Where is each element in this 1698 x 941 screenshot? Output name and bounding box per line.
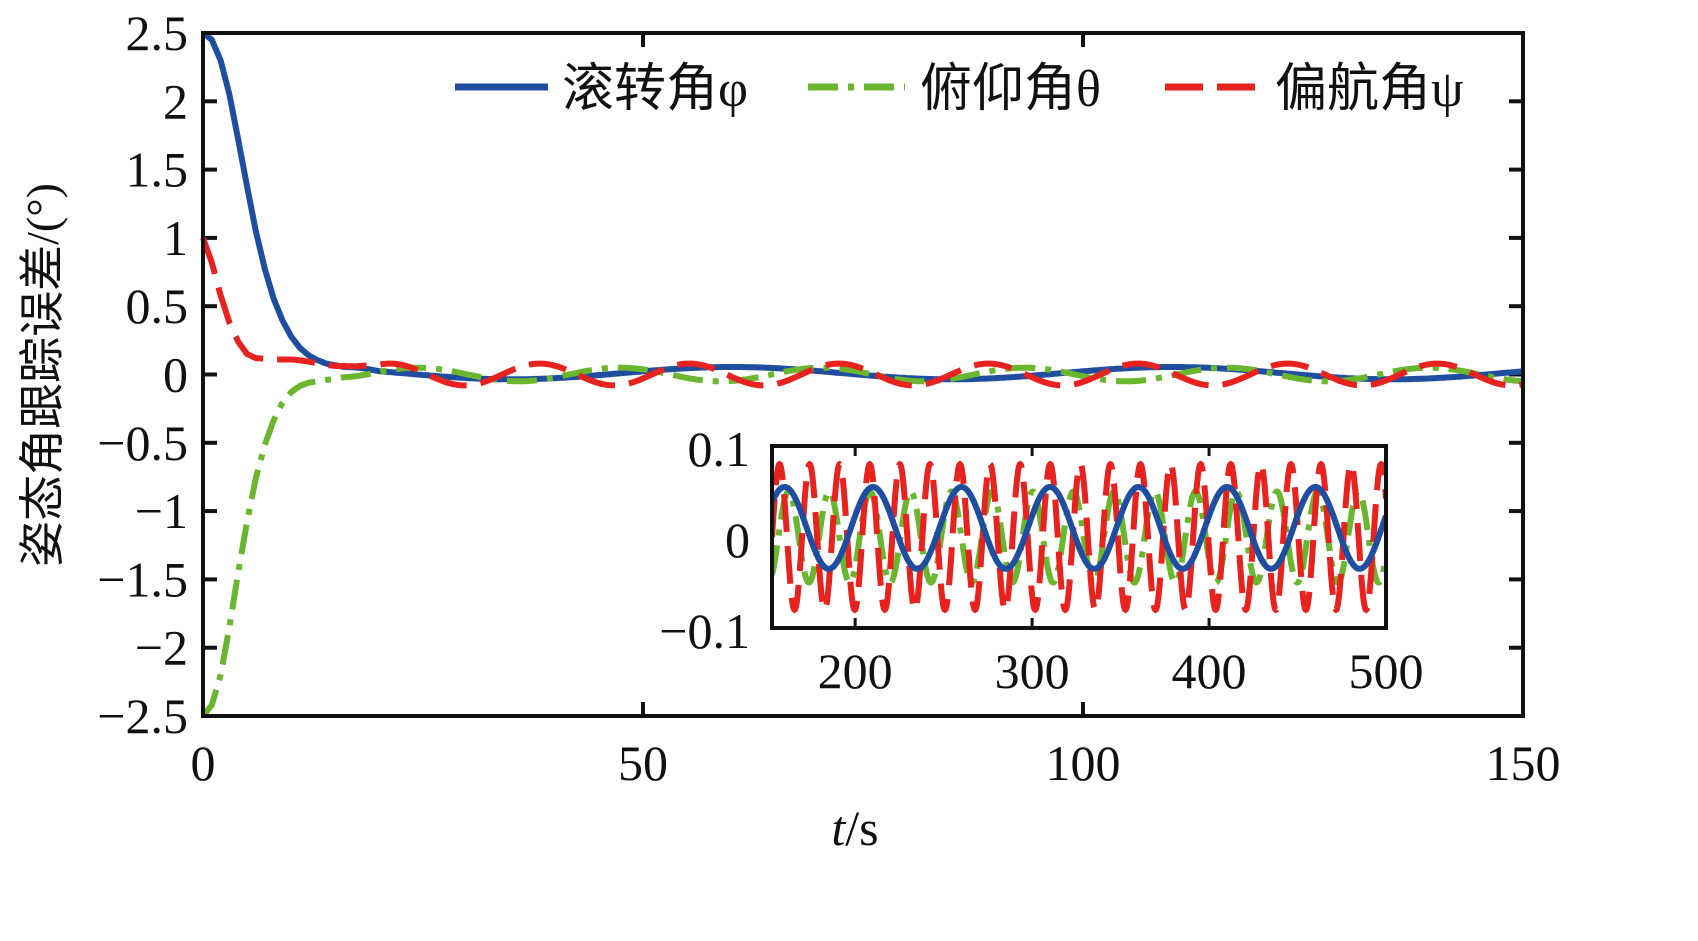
inset-background: [772, 446, 1386, 628]
x-axis-label-unit: /s: [845, 800, 878, 856]
x-axis-label: t/s: [831, 800, 878, 856]
inset-x-tick-label: 400: [1172, 643, 1247, 699]
inset-series-line-yaw: [772, 460, 1386, 614]
x-tick-label: 100: [1046, 735, 1121, 791]
inset-x-tick-label: 300: [995, 643, 1070, 699]
legend-label-pitch: 俯仰角θ: [920, 61, 1101, 118]
y-tick-label: 1: [163, 210, 188, 266]
x-tick-label: 50: [618, 735, 668, 791]
x-axis-label-variable: t: [831, 800, 846, 856]
main-plot-lines: [200, 30, 1524, 718]
legend-label-roll: 滚转角φ: [562, 61, 748, 118]
y-tick-labels: 2.5 2 1.5 1 0.5 0 −0.5 −1 −1.5 −2 −2.5: [97, 5, 188, 744]
y-tick-label: −2.5: [97, 688, 188, 744]
y-tick-label: −2: [135, 620, 188, 676]
inset-plot: 0.1 0 −0.1 200 300 400 500: [659, 421, 1423, 699]
inset-frame: [770, 444, 1388, 630]
y-tick-label: −0.5: [97, 415, 188, 471]
inset-series-line-roll: [772, 484, 1386, 572]
y-tick-label: 2: [163, 73, 188, 129]
inset-y-tick-label: 0: [725, 512, 750, 568]
y-tick-label: 1.5: [126, 142, 189, 198]
x-tick-label: 0: [191, 735, 216, 791]
legend-label-yaw: 偏航角ψ: [1275, 61, 1464, 118]
inset-x-tick-label: 500: [1349, 643, 1424, 699]
inset-y-tick-label: −0.1: [659, 603, 750, 659]
inset-y-tick-labels: 0.1 0 −0.1: [659, 421, 750, 659]
y-tick-label: 0: [163, 347, 188, 403]
series-line-pitch: [200, 364, 1524, 718]
inset-y-tick-label: 0.1: [688, 421, 751, 477]
inset-lines: [772, 460, 1386, 614]
y-tick-label: 0.5: [126, 278, 189, 334]
legend: 滚转角φ 俯仰角θ 偏航角ψ: [455, 61, 1464, 118]
y-tick-label: −1.5: [97, 551, 188, 607]
x-tick-label: 150: [1486, 735, 1561, 791]
y-tick-label: 2.5: [126, 5, 189, 61]
main-plot-frame: [201, 31, 1525, 718]
x-tick-labels: 0 50 100 150: [191, 735, 1561, 791]
y-axis-label: 姿态角跟踪误差/(°): [17, 183, 68, 567]
y-tick-label: −1: [135, 483, 188, 539]
inset-x-tick-labels: 200 300 400 500: [818, 643, 1424, 699]
inset-x-tick-label: 200: [818, 643, 893, 699]
series-line-yaw: [200, 236, 1524, 389]
